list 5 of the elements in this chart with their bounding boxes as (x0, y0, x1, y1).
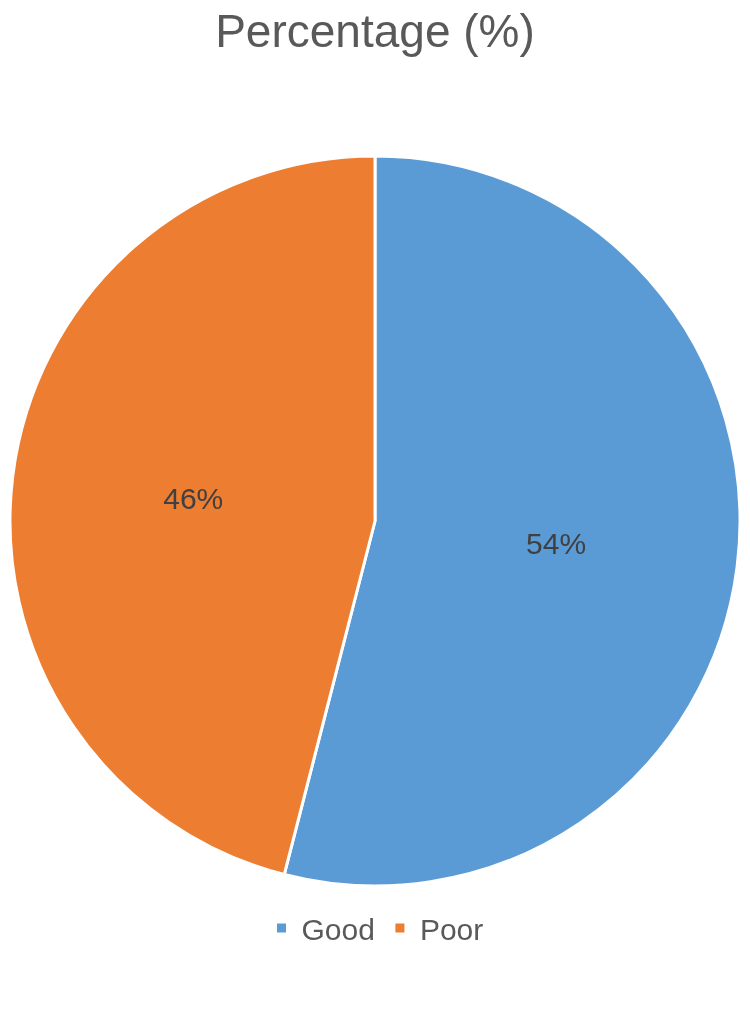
legend-label: Poor (419, 912, 484, 946)
legend-label: Good (301, 912, 375, 946)
chart-title: Percentage (%) (215, 5, 535, 58)
data-label: 54% (526, 527, 587, 561)
data-label: 46% (163, 481, 224, 515)
